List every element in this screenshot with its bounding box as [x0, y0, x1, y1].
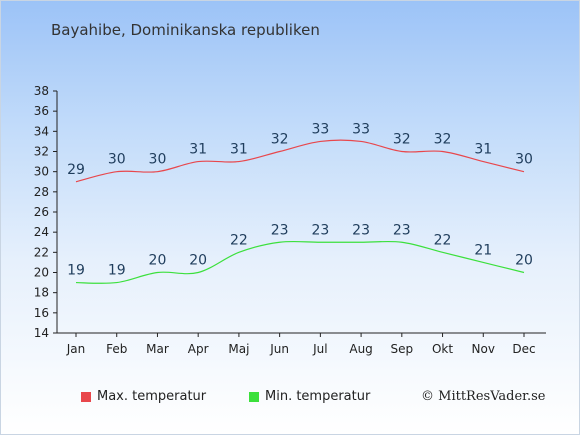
- data-label-min: 19: [108, 263, 126, 279]
- x-tick-label: Aug: [349, 342, 372, 356]
- y-tick-label: 34: [34, 124, 49, 138]
- data-label-min: 20: [149, 253, 167, 269]
- data-label-min: 23: [393, 222, 411, 238]
- data-label-max: 30: [108, 152, 126, 168]
- x-tick-label: Jan: [66, 342, 86, 356]
- series-line-max: [75, 139, 525, 183]
- y-tick-label: 38: [34, 84, 49, 98]
- legend-swatch-max: [81, 391, 91, 402]
- data-label-max: 31: [474, 142, 492, 158]
- y-tick-label: 16: [34, 306, 49, 320]
- y-tick-label: 14: [34, 326, 49, 340]
- series-line-min: [75, 240, 525, 284]
- x-tick-label: Feb: [106, 342, 127, 356]
- x-tick-label: Okt: [432, 342, 453, 356]
- data-label-max: 30: [515, 152, 533, 168]
- legend-label-min: Min. temperatur: [265, 389, 371, 404]
- x-tick-label: Dec: [512, 342, 535, 356]
- y-tick-label: 26: [34, 205, 49, 219]
- x-tick-label: Jun: [269, 342, 289, 356]
- data-label-min: 22: [230, 232, 248, 248]
- data-label-max: 33: [352, 121, 370, 137]
- data-label-max: 32: [271, 132, 289, 148]
- data-label-max: 31: [230, 142, 248, 158]
- chart-title: Bayahibe, Dominikanska republiken: [51, 21, 320, 39]
- legend-label-max: Max. temperatur: [97, 389, 207, 404]
- x-tick-label: Sep: [391, 342, 414, 356]
- y-tick-label: 30: [34, 165, 49, 179]
- x-tick-label: Mar: [146, 342, 169, 356]
- data-label-max: 33: [311, 121, 329, 137]
- x-tick-label: Maj: [228, 342, 249, 356]
- y-tick-label: 32: [34, 145, 49, 159]
- data-label-max: 30: [149, 152, 167, 168]
- legend-item-max: Max. temperatur: [81, 389, 206, 404]
- data-label-min: 23: [311, 222, 329, 238]
- x-tick-label: Apr: [188, 342, 209, 356]
- x-tick-label: Nov: [472, 342, 495, 356]
- data-label-min: 20: [515, 253, 533, 269]
- data-label-min: 20: [189, 253, 207, 269]
- y-tick-label: 36: [34, 104, 49, 118]
- data-label-max: 29: [67, 162, 85, 178]
- legend-swatch-min: [249, 391, 259, 402]
- data-label-min: 23: [271, 222, 289, 238]
- data-label-max: 32: [434, 132, 452, 148]
- y-tick-label: 22: [34, 245, 49, 259]
- credit-text: © MittResVader.se: [421, 389, 546, 404]
- data-label-min: 23: [352, 222, 370, 238]
- data-label-min: 21: [474, 242, 492, 258]
- y-tick-label: 18: [34, 286, 49, 300]
- data-label-min: 19: [67, 263, 85, 279]
- y-tick-label: 28: [34, 185, 49, 199]
- data-label-max: 31: [189, 142, 207, 158]
- data-label-min: 22: [434, 232, 452, 248]
- x-tick-label: Jul: [312, 342, 327, 356]
- legend-item-min: Min. temperatur: [249, 389, 370, 404]
- data-label-max: 32: [393, 132, 411, 148]
- y-tick-label: 20: [34, 266, 49, 280]
- y-tick-label: 24: [34, 225, 49, 239]
